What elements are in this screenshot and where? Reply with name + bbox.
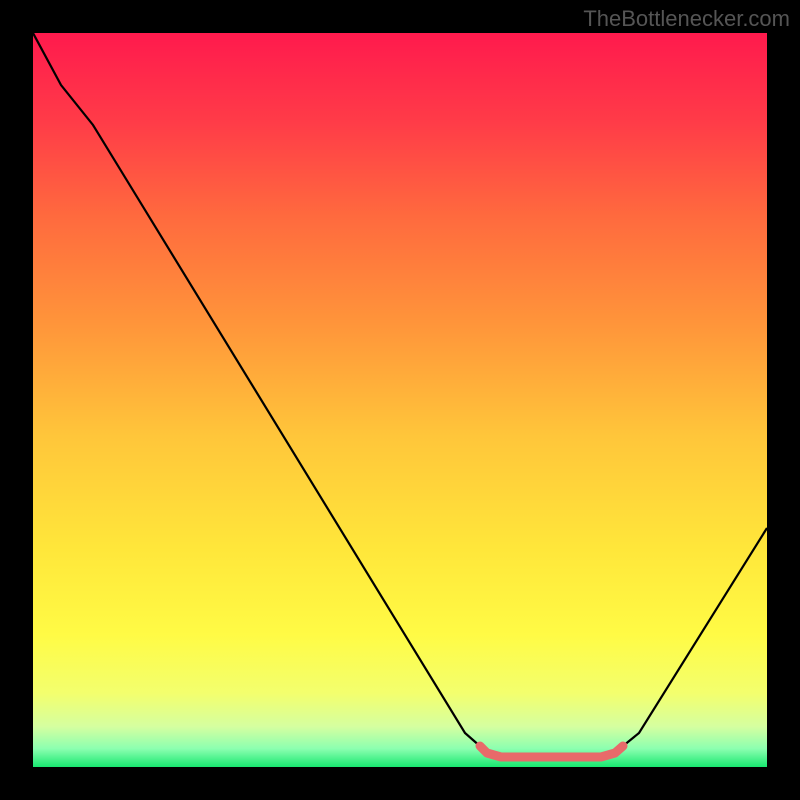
main-curve (33, 33, 767, 756)
bottom-accent (480, 746, 623, 757)
plot-area (33, 33, 767, 767)
chart-frame: TheBottlenecker.com (0, 0, 800, 800)
curve-svg (33, 33, 767, 767)
watermark-text: TheBottlenecker.com (583, 6, 790, 32)
